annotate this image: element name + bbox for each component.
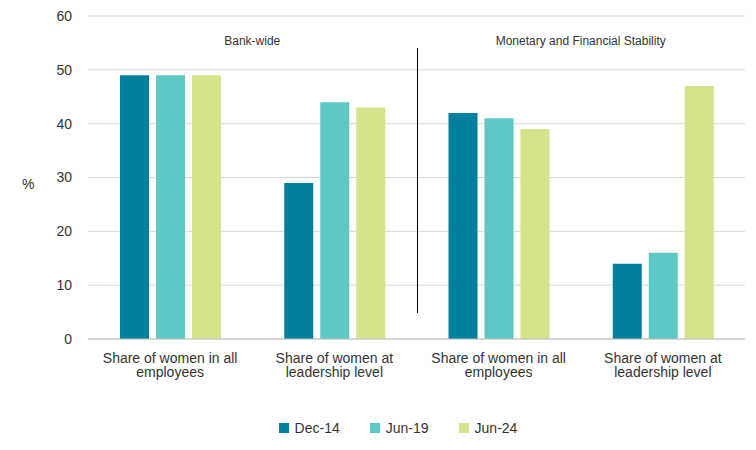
html-text:Jun-24: Jun-24 <box>474 420 518 436</box>
svg-text:Share of women atleadership le: Share of women atleadership level <box>604 350 722 380</box>
svg-text:30: 30 <box>56 169 72 185</box>
html-text:Bank-wide: Bank-wide <box>224 34 281 48</box>
html-text:Jun-19: Jun-19 <box>385 420 429 436</box>
svg-text:Share of women in allemployees: Share of women in allemployees <box>103 350 238 380</box>
svg-text:20: 20 <box>56 223 72 239</box>
html-text:Monetary and Financial Stabili: Monetary and Financial Stability <box>495 34 666 48</box>
svg-text:0: 0 <box>64 331 72 347</box>
svg-text:10: 10 <box>56 277 72 293</box>
svg-text:60: 60 <box>56 8 72 24</box>
svg-text:40: 40 <box>56 116 72 132</box>
svg-text:50: 50 <box>56 62 72 78</box>
svg-text:Share of women in allemployees: Share of women in allemployees <box>431 350 566 380</box>
svg-text:Share of women atleadership le: Share of women atleadership level <box>276 350 394 380</box>
html-text:Dec-14: Dec-14 <box>294 420 340 436</box>
